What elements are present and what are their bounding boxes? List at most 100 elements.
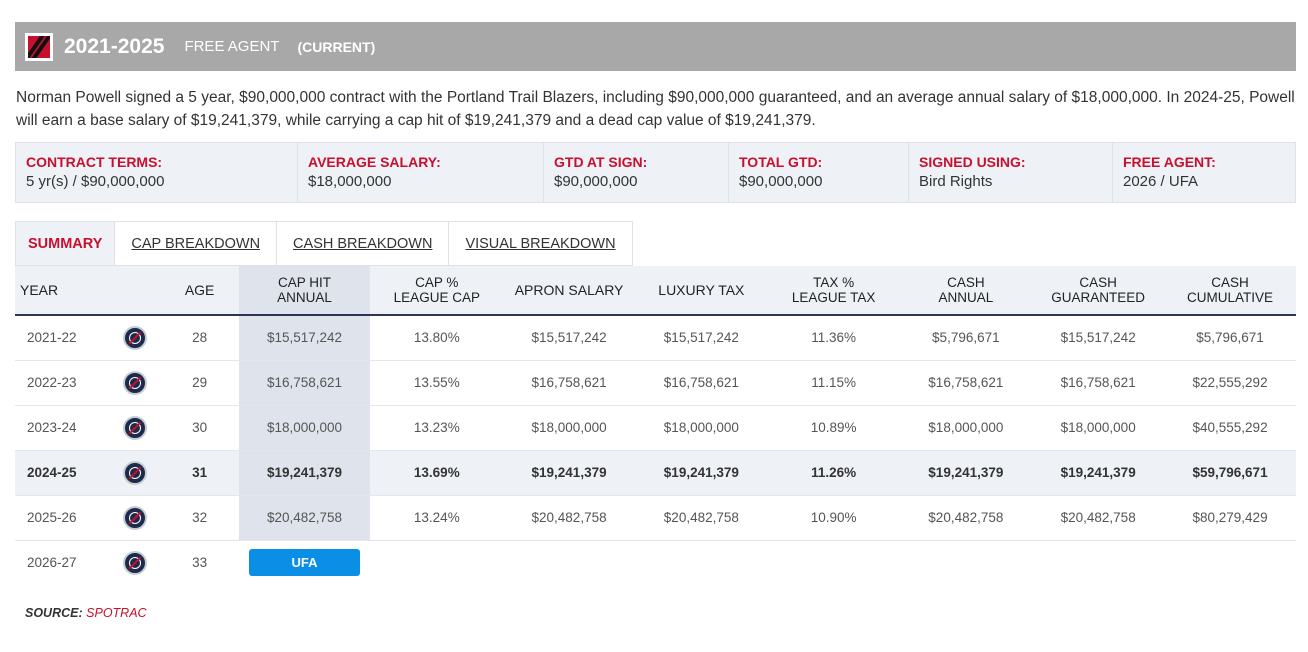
contract-summary: Norman Powell signed a 5 year, $90,000,0… [16, 89, 1295, 129]
term-label: FREE AGENT: [1123, 154, 1216, 170]
cell-luxury-tax: $20,482,758 [663, 510, 739, 525]
cell-tax-pct: 10.89% [810, 420, 857, 435]
col-tax-pct[interactable]: TAX % LEAGUE TAX [767, 266, 900, 316]
term-value: $90,000,000 [739, 173, 823, 190]
cell-cash-annual: $16,758,621 [928, 375, 1004, 390]
cell-year: 2025-26 [27, 510, 77, 525]
col-cash-guaranteed[interactable]: CASH GUARANTEED [1032, 266, 1165, 316]
term-label: SIGNED USING: [919, 154, 1026, 170]
cell-team [109, 360, 161, 405]
breakdown-tabs: SUMMARY CAP BREAKDOWN CASH BREAKDOWN VIS… [15, 221, 633, 266]
cell-cash-annual: $5,796,671 [932, 330, 1000, 346]
term-contract-terms: CONTRACT TERMS: 5 yr(s) / $90,000,000 [16, 143, 298, 202]
cell-cash-annual: $19,241,379 [928, 465, 1004, 480]
table-header-row: YEAR AGE CAP HIT ANNUAL CAP % LEAGUE CAP… [15, 266, 1296, 316]
trail-blazers-logo-icon [28, 35, 50, 58]
cell-team [109, 450, 161, 495]
cell-cap-pct: 13.24% [413, 510, 460, 525]
term-label: AVERAGE SALARY: [308, 154, 441, 170]
col-sublabel: GUARANTEED [1051, 290, 1146, 305]
term-signed-using: SIGNED USING: Bird Rights [909, 143, 1113, 202]
col-cap-hit[interactable]: CAP HIT ANNUAL [238, 266, 371, 316]
cell-cash-guaranteed: $18,000,000 [1060, 420, 1136, 435]
term-gtd-at-sign: GTD AT SIGN: $90,000,000 [544, 143, 729, 202]
contract-status: FREE AGENT [184, 38, 280, 55]
contract-header: 2021-2025 FREE AGENT (CURRENT) [15, 22, 1296, 71]
tab-cash-breakdown[interactable]: CASH BREAKDOWN [277, 222, 450, 265]
source-link[interactable]: SPOTRAC [86, 606, 147, 620]
cell-luxury-tax: $19,241,379 [663, 465, 739, 480]
col-label: CASH [947, 275, 985, 290]
cell-cap-hit: $15,517,242 [238, 315, 371, 360]
cell-luxury-tax: $18,000,000 [663, 420, 739, 435]
col-age: AGE [160, 266, 239, 316]
cell-team [109, 405, 161, 450]
cell-cash-cumulative: $5,796,671 [1196, 330, 1264, 346]
cell-cap-pct: 13.55% [413, 375, 460, 390]
cell-team [109, 315, 161, 360]
cell-year: 2026-27 [27, 555, 77, 571]
source-label: SOURCE: [25, 606, 83, 620]
cell-cap-pct: 13.23% [413, 420, 460, 435]
term-average-salary: AVERAGE SALARY: $18,000,000 [298, 143, 544, 202]
col-apron-salary[interactable]: APRON SALARY [503, 266, 635, 316]
cell-apron-salary: $15,517,242 [531, 330, 607, 346]
cell-apron-salary: $19,241,379 [531, 465, 607, 480]
cell-cap-hit: $19,241,379 [238, 450, 371, 495]
cell-apron-salary: $20,482,758 [531, 510, 607, 525]
term-value: Bird Rights [919, 173, 993, 190]
clippers-logo-icon [122, 550, 147, 575]
cell-year: 2022-23 [27, 375, 77, 390]
table-row: 2022-23 29 $16,758,621 13.55% $16,758,62… [15, 360, 1296, 405]
col-label: CASH [1079, 275, 1117, 290]
col-sublabel: LEAGUE TAX [791, 290, 876, 305]
cell-age: 30 [192, 420, 208, 435]
col-sublabel: CUMULATIVE [1187, 290, 1274, 305]
col-cash-annual[interactable]: CASH ANNUAL [899, 266, 1033, 316]
cell-team [109, 540, 161, 585]
contract-years: 2021-2025 [64, 34, 165, 58]
col-luxury-tax[interactable]: LUXURY TAX [634, 266, 768, 316]
cell-cash-guaranteed: $20,482,758 [1060, 510, 1136, 525]
term-value: $18,000,000 [308, 173, 392, 190]
col-team [108, 266, 161, 316]
table-row-ufa: 2026-27 33 UFA [15, 540, 1296, 585]
term-total-gtd: TOTAL GTD: $90,000,000 [729, 143, 909, 202]
contract-terms-panel: CONTRACT TERMS: 5 yr(s) / $90,000,000 AV… [15, 142, 1296, 203]
cell-year: 2023-24 [27, 420, 77, 435]
col-sublabel: ANNUAL [938, 290, 994, 305]
cell-age: 33 [192, 555, 208, 571]
cell-cap-pct: 13.69% [413, 465, 460, 480]
term-value: $90,000,000 [554, 173, 638, 190]
clippers-logo-icon [122, 370, 147, 395]
cell-cash-cumulative: $59,796,671 [1192, 465, 1268, 480]
cell-cash-annual: $18,000,000 [928, 420, 1004, 435]
col-label: CASH [1211, 275, 1249, 290]
term-label: CONTRACT TERMS: [26, 154, 163, 170]
col-label: TAX % [813, 275, 855, 290]
cell-cash-cumulative: $80,279,429 [1192, 510, 1268, 525]
clippers-logo-icon [122, 460, 147, 485]
cell-luxury-tax: $16,758,621 [663, 375, 739, 390]
tab-visual-breakdown[interactable]: VISUAL BREAKDOWN [465, 235, 616, 252]
term-free-agent: FREE AGENT: 2026 / UFA [1113, 143, 1295, 202]
cell-year: 2024-25 [27, 465, 77, 480]
cell-cap-hit: $20,482,758 [238, 495, 371, 540]
clippers-logo-icon [122, 415, 147, 440]
cell-tax-pct: 11.15% [811, 375, 856, 390]
table-row-current: 2024-25 31 $19,241,379 13.69% $19,241,37… [15, 450, 1296, 495]
tab-summary[interactable]: SUMMARY [16, 222, 116, 265]
tab-cap-breakdown[interactable]: CAP BREAKDOWN [115, 222, 278, 265]
cell-empty [370, 540, 1296, 585]
col-cash-cumulative[interactable]: CASH CUMULATIVE [1164, 266, 1296, 316]
term-label: GTD AT SIGN: [554, 154, 648, 170]
term-value: 5 yr(s) / $90,000,000 [26, 173, 165, 190]
source-credit: SOURCE: SPOTRAC [25, 606, 147, 620]
cell-team [109, 495, 161, 540]
col-cap-pct[interactable]: CAP % LEAGUE CAP [370, 266, 504, 316]
table-row: 2023-24 30 $18,000,000 13.23% $18,000,00… [15, 405, 1296, 450]
cell-cash-cumulative: $22,555,292 [1192, 375, 1268, 390]
cell-cash-guaranteed: $15,517,242 [1060, 330, 1136, 346]
cell-cap-hit: UFA [239, 540, 371, 585]
term-label: TOTAL GTD: [739, 154, 823, 170]
